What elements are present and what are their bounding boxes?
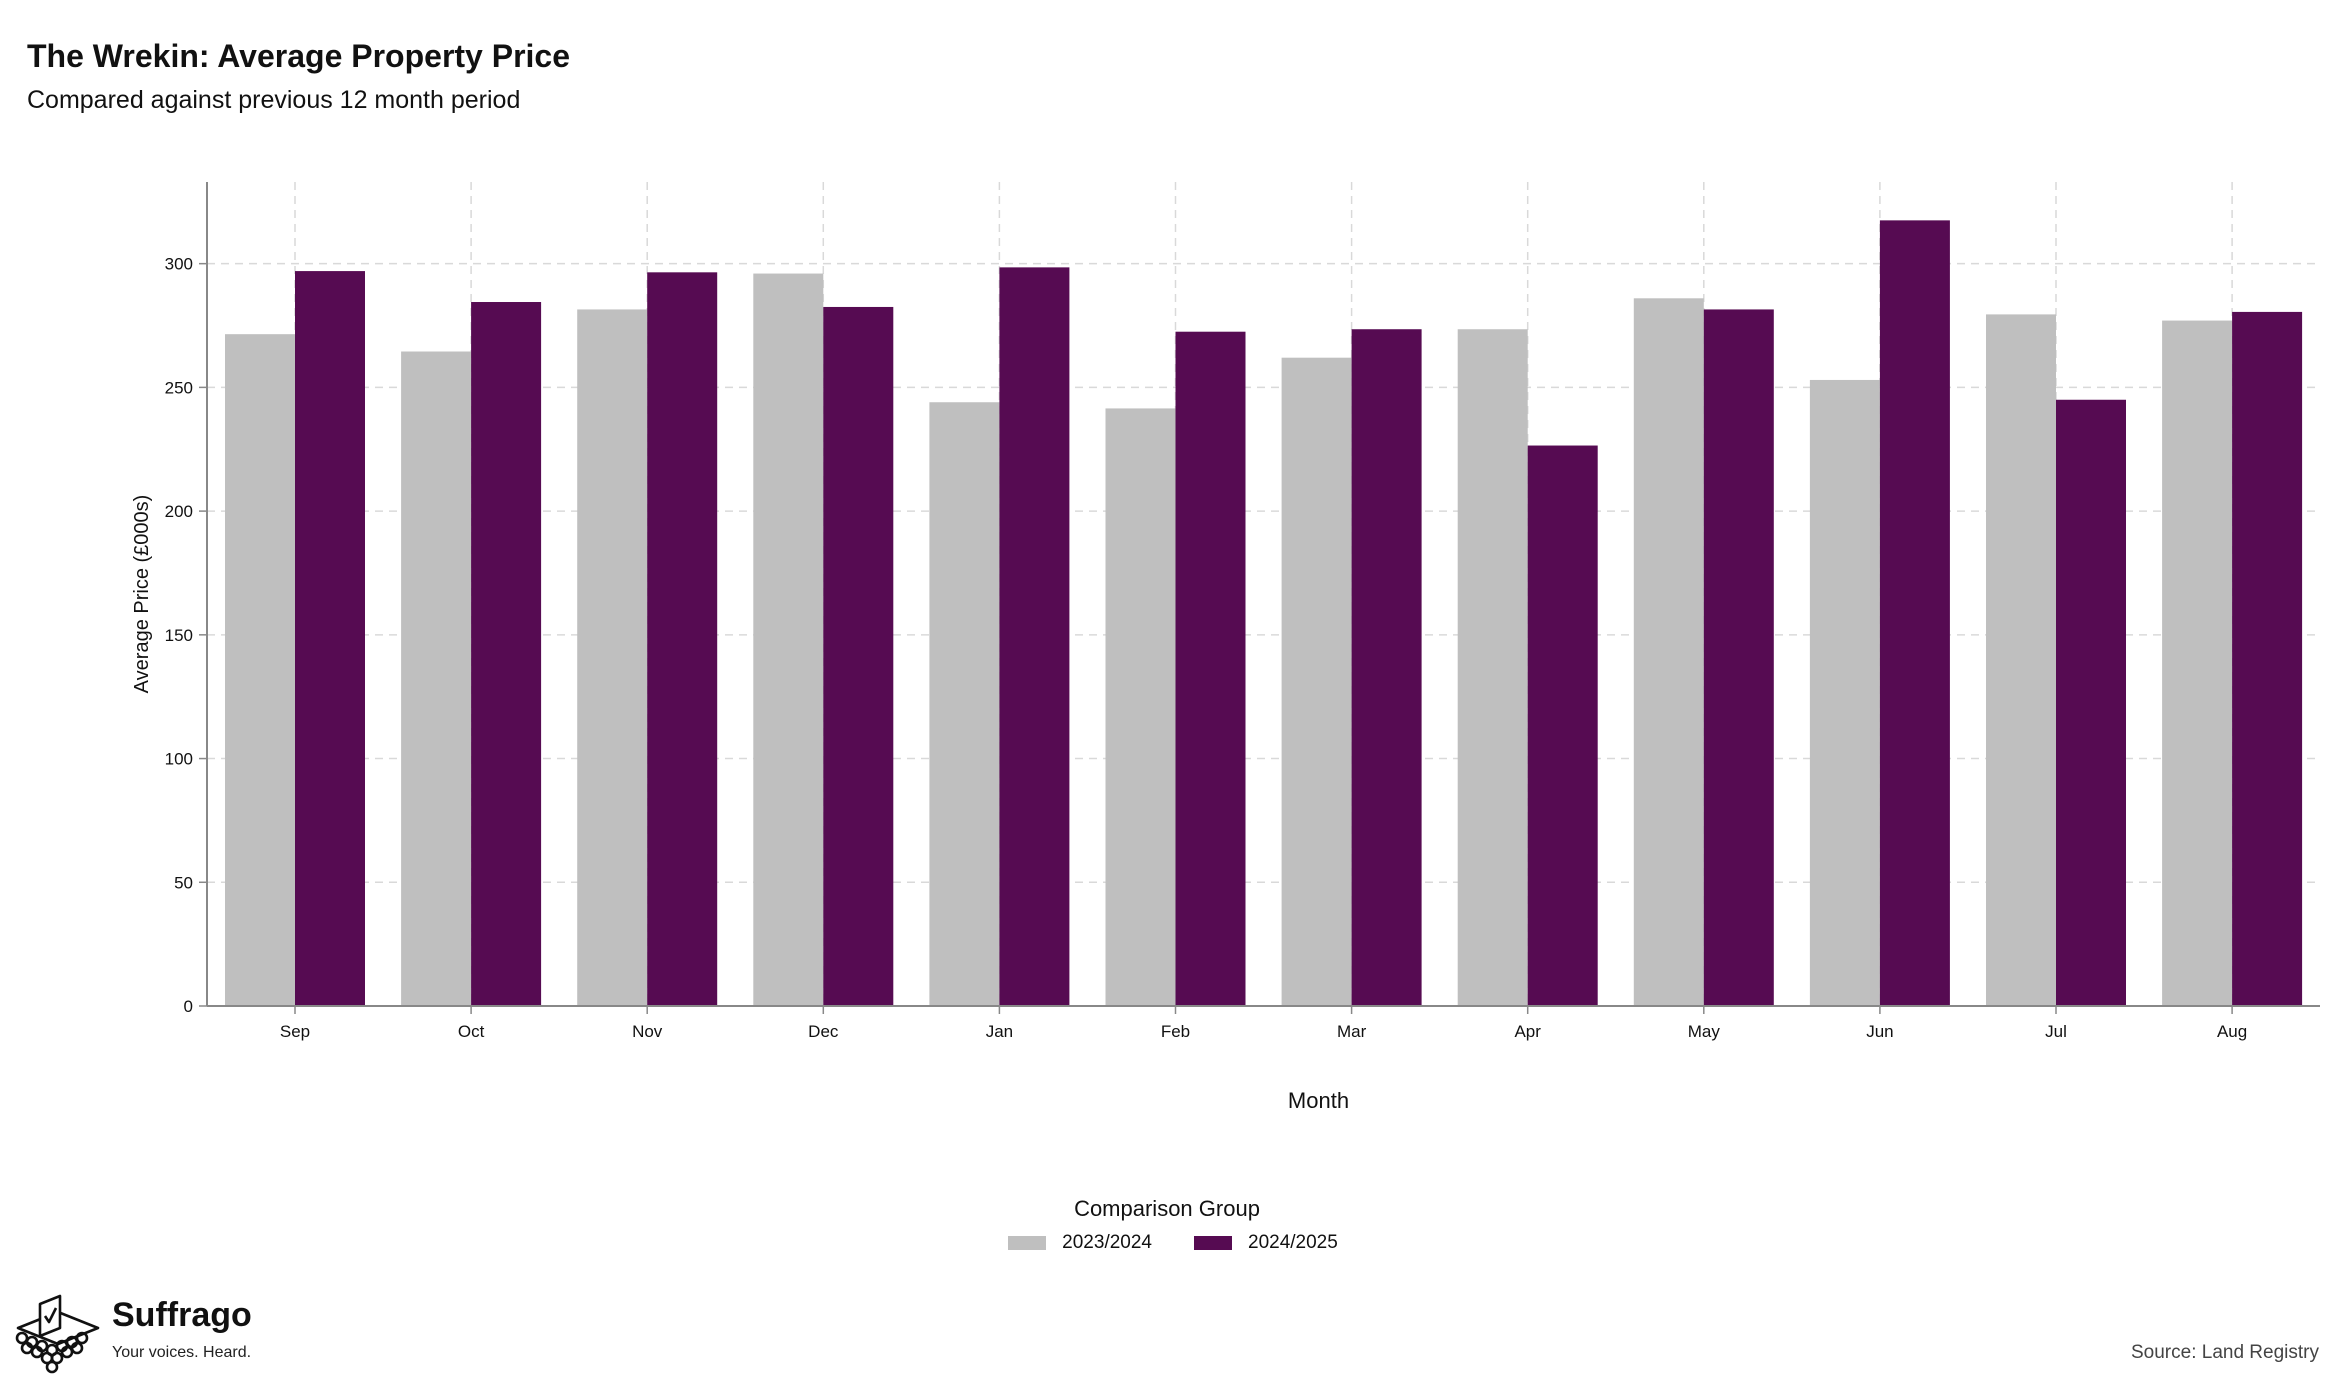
bar-2023-2024-apr	[1457, 329, 1528, 1007]
x-tick-label-oct: Oct	[458, 1022, 485, 1041]
x-tick-label-jan: Jan	[986, 1022, 1013, 1041]
bar-2023-2024-oct	[401, 351, 472, 1007]
bar-2024-2025-jun	[1879, 220, 1950, 1006]
brand-tagline: Your voices. Heard.	[112, 1344, 252, 1361]
y-axis-title: Average Price (£000s)	[131, 495, 153, 694]
bars	[225, 220, 2303, 1007]
bar-2024-2025-jan	[999, 267, 1070, 1006]
x-tick-label-mar: Mar	[1337, 1022, 1367, 1041]
bar-2023-2024-mar	[1281, 357, 1352, 1006]
x-tick-label-dec: Dec	[808, 1022, 839, 1041]
brand-name: Suffrago	[112, 1296, 252, 1334]
bar-2023-2024-sep	[225, 334, 295, 1006]
bar-2023-2024-jun	[1809, 379, 1880, 1006]
y-tick-label: 300	[165, 255, 193, 274]
bar-2024-2025-mar	[1351, 329, 1422, 1007]
y-tick-label: 250	[165, 378, 193, 397]
bar-2023-2024-aug	[2162, 320, 2233, 1006]
bar-2024-2025-sep	[295, 271, 365, 1007]
x-tick-label-jul: Jul	[2045, 1022, 2067, 1041]
bar-2024-2025-oct	[471, 302, 542, 1006]
legend-title: Comparison Group	[1074, 1196, 1260, 1221]
bar-2023-2024-jan	[929, 402, 1000, 1006]
source-note: Source: Land Registry	[2131, 1342, 2319, 1363]
bar-2023-2024-may	[1633, 298, 1704, 1006]
legend-item-2023-2024: 2023/2024	[1008, 1232, 1152, 1254]
bar-2024-2025-feb	[1175, 331, 1246, 1007]
x-tick-label-apr: Apr	[1514, 1022, 1541, 1041]
legend-label-2023-2024: 2023/2024	[1062, 1232, 1152, 1253]
bar-2023-2024-nov	[577, 309, 648, 1006]
legend-swatch-2024-2025	[1194, 1236, 1232, 1250]
x-tick-label-feb: Feb	[1161, 1022, 1190, 1041]
chart-title: The Wrekin: Average Property Price	[27, 38, 571, 74]
ballot-box-logo-icon	[15, 1294, 100, 1374]
y-tick-label: 200	[165, 502, 193, 521]
legend-label-2024-2025: 2024/2025	[1248, 1232, 1338, 1253]
bar-2024-2025-dec	[823, 306, 894, 1007]
legend-swatch-2023-2024	[1008, 1236, 1047, 1250]
x-tick-label-aug: Aug	[2217, 1022, 2247, 1041]
bar-2024-2025-aug	[2232, 311, 2303, 1006]
x-tick-label-sep: Sep	[280, 1022, 310, 1041]
legend: Comparison Group 2023/2024 2024/2025	[0, 1196, 2334, 1254]
axis-labels: 0 50 100 150 200 250 300 Sep Oct Nov Dec Jan Feb Mar A…	[131, 255, 2247, 1113]
bar-2023-2024-dec	[753, 273, 824, 1006]
x-tick-label-jun: Jun	[1866, 1022, 1893, 1041]
chart-subtitle: Compared against previous 12 month perio…	[27, 86, 521, 114]
x-axis-title: Month	[1288, 1088, 1349, 1113]
x-tick-label-nov: Nov	[632, 1022, 663, 1041]
bar-2024-2025-jul	[2056, 399, 2126, 1006]
y-tick-label: 0	[184, 997, 193, 1016]
bar-2024-2025-may	[1703, 309, 1774, 1006]
legend-item-2024-2025: 2024/2025	[1194, 1232, 1338, 1254]
y-tick-label: 100	[165, 750, 193, 769]
y-tick-label: 50	[174, 873, 193, 892]
x-tick-label-may: May	[1688, 1022, 1721, 1041]
bar-2024-2025-apr	[1527, 445, 1598, 1007]
axes	[199, 182, 2320, 1014]
bar-2023-2024-feb	[1105, 408, 1176, 1006]
legend-items: 2023/2024 2024/2025	[12, 1232, 2334, 1254]
y-tick-label: 150	[165, 626, 193, 645]
bar-2023-2024-jul	[1986, 314, 2056, 1006]
bar-2024-2025-nov	[647, 272, 718, 1006]
brand-block: Suffrago Your voices. Heard.	[14, 1292, 274, 1374]
